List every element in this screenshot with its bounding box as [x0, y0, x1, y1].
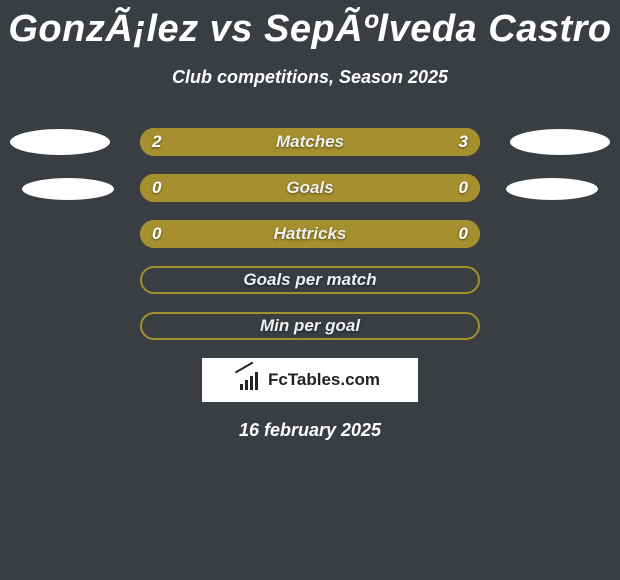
source-logo-text: FcTables.com — [268, 370, 380, 390]
page-title: GonzÃ¡lez vs SepÃºlveda Castro — [0, 0, 620, 51]
stats-container: Matches23Goals00Hattricks00Goals per mat… — [0, 128, 620, 340]
stat-value-right: 0 — [459, 220, 468, 248]
stat-row: Min per goal — [0, 312, 620, 340]
stat-value-right: 0 — [459, 174, 468, 202]
stat-value-left: 2 — [152, 128, 161, 156]
stat-value-left: 0 — [152, 220, 161, 248]
stat-row: Goals per match — [0, 266, 620, 294]
date: 16 february 2025 — [0, 420, 620, 441]
source-logo: FcTables.com — [202, 358, 418, 402]
subtitle: Club competitions, Season 2025 — [0, 67, 620, 88]
stat-label: Goals — [140, 174, 480, 202]
stat-row: Matches2 3 — [0, 128, 620, 156]
stat-value-left: 0 — [152, 174, 161, 202]
stat-value-right: 3 — [459, 128, 468, 156]
stat-label: Min per goal — [140, 312, 480, 340]
bar-chart-icon — [240, 370, 264, 390]
stat-label: Hattricks — [140, 220, 480, 248]
stat-row: Goals0 0 — [0, 174, 620, 202]
stat-row: Hattricks0 0 — [0, 220, 620, 248]
stat-label: Goals per match — [140, 266, 480, 294]
stat-label: Matches — [140, 128, 480, 156]
